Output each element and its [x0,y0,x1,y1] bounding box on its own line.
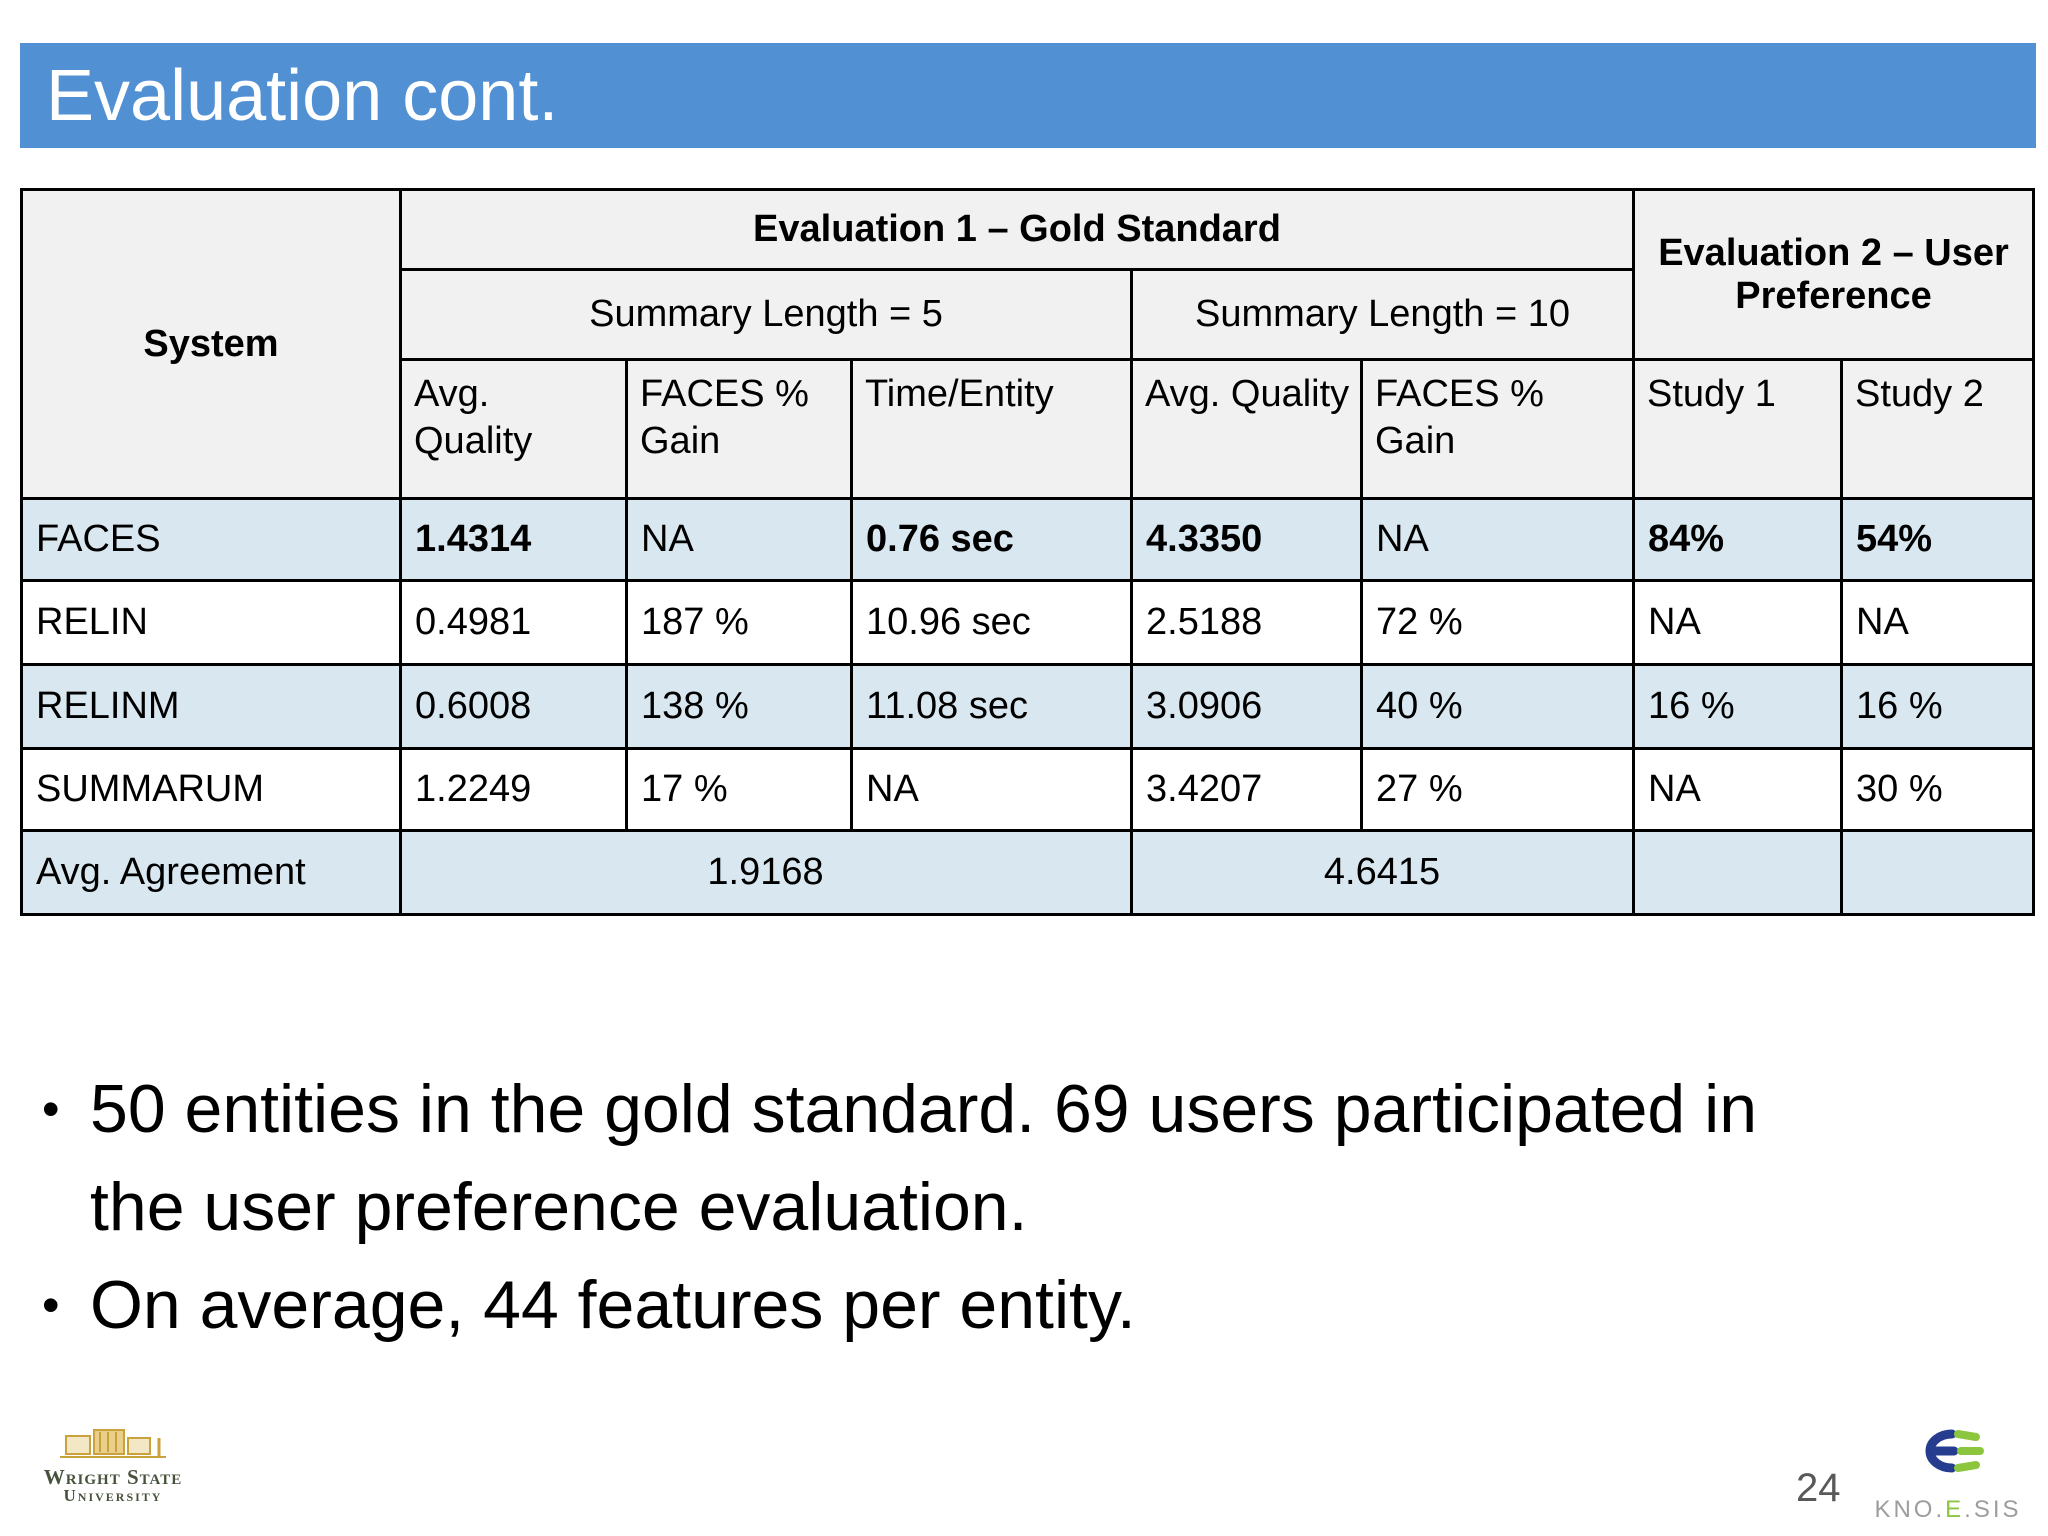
table-cell: 27 % [1360,747,1635,832]
table-cell: 72 % [1360,579,1635,666]
table-cell: 17 % [625,747,853,832]
bullet-item: • On average, 44 features per entity. [40,1256,1850,1354]
knoesis-logo: kno.e.sis [1858,1426,2038,1526]
knoesis-logo-text: kno.e.sis [1858,1487,2038,1526]
table-cell: 187 % [625,579,853,666]
table-cell-empty [1632,829,1843,916]
bullet-text: On average, 44 features per entity. [90,1267,1136,1343]
column-header-time-entity: Time/Entity [850,358,1133,500]
knoesis-text-e: e [1945,1487,1965,1525]
table-cell: NA [850,747,1133,832]
knoesis-mark-icon [1925,1429,1984,1473]
bullet-list: • 50 entities in the gold standard. 69 u… [40,1060,1850,1354]
table-cell: 1.2249 [399,747,628,832]
table-row-avg-agreement: Avg. Agreement 1.9168 4.6415 [20,829,2036,916]
table-cell-empty [1839,829,2036,916]
table-cell: 40 % [1360,663,1635,750]
column-header-study-2: Study 2 [1839,358,2036,500]
group-header-summary-length-10: Summary Length = 10 [1130,268,1635,361]
table-cell: 16 % [1839,663,2036,750]
system-label: FACES [20,497,402,582]
table-row-relin: RELIN 0.4981 187 % 10.96 sec 2.5188 72 %… [20,579,2036,666]
table-cell: 0.6008 [399,663,628,750]
table-cell: 2.5188 [1130,579,1363,666]
table-cell: 10.96 sec [850,579,1133,666]
table-cell: 138 % [625,663,853,750]
page-title: Evaluation cont. [46,55,559,136]
table-row-faces: FACES 1.4314 NA 0.76 sec 4.3350 NA 84% 5… [20,497,2036,582]
wright-state-university-logo: Wright State University [28,1424,198,1516]
table-cell-agreement-sl10: 4.6415 [1130,829,1635,916]
column-header-faces-gain-5: FACES % Gain [625,358,853,500]
bullet-text: 50 entities in the gold standard. 69 use… [90,1071,1758,1245]
table-cell: 3.0906 [1130,663,1363,750]
table-cell: 54% [1839,497,2036,582]
system-label: Avg. Agreement [20,829,402,916]
bullet-marker: • [42,1277,60,1333]
table-cell: 1.4314 [399,497,628,582]
group-header-evaluation1: Evaluation 1 – Gold Standard [399,188,1635,271]
table-cell: NA [1632,579,1843,666]
bullet-item: • 50 entities in the gold standard. 69 u… [40,1060,1850,1256]
table-cell: 3.4207 [1130,747,1363,832]
table-cell: 0.76 sec [850,497,1133,582]
column-header-avg-quality-10: Avg. Quality [1130,358,1363,500]
system-label: RELIN [20,579,402,666]
table-row-summarum: SUMMARUM 1.2249 17 % NA 3.4207 27 % NA 3… [20,747,2036,832]
table-cell: 16 % [1632,663,1843,750]
knoesis-text-pre: kno. [1874,1487,1946,1525]
table-cell: NA [1839,579,2036,666]
table-cell: NA [1632,747,1843,832]
knoesis-text-post: .sis [1964,1487,2022,1525]
system-label: SUMMARUM [20,747,402,832]
table-cell: 84% [1632,497,1843,582]
results-table: System Evaluation 1 – Gold Standard Eval… [20,188,2036,916]
group-header-summary-length-5: Summary Length = 5 [399,268,1133,361]
system-label: RELINM [20,663,402,750]
table-row-relinm: RELINM 0.6008 138 % 11.08 sec 3.0906 40 … [20,663,2036,750]
page-number: 24 [1796,1466,1841,1510]
table-cell: 11.08 sec [850,663,1133,750]
table-cell: NA [625,497,853,582]
table-cell: 0.4981 [399,579,628,666]
wsu-logo-text-line1: Wright State [43,1465,183,1489]
title-bar: Evaluation cont. [20,43,2036,148]
wsu-building-icon [60,1429,166,1458]
table-cell-agreement-sl5: 1.9168 [399,829,1133,916]
column-header-system: System [20,188,402,500]
column-header-faces-gain-10: FACES % Gain [1360,358,1635,500]
bullet-marker: • [42,1081,60,1137]
column-header-avg-quality-5: Avg. Quality [399,358,628,500]
table-cell: NA [1360,497,1635,582]
table-cell: 4.3350 [1130,497,1363,582]
table-cell: 30 % [1839,747,2036,832]
wsu-logo-text-line2: University [63,1486,163,1505]
group-header-evaluation2: Evaluation 2 – User Preference [1631,188,2036,361]
column-header-study-1: Study 1 [1632,358,1843,500]
